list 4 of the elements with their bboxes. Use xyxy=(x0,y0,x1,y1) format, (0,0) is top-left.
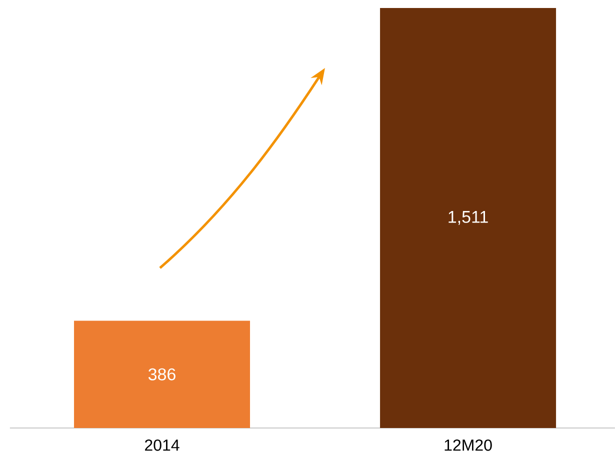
data-label: 386 xyxy=(148,368,176,380)
x-tick-label: 2014 xyxy=(145,440,180,451)
data-label: 1,511 xyxy=(448,211,488,225)
x-tick-label: 12M20 xyxy=(444,440,492,451)
